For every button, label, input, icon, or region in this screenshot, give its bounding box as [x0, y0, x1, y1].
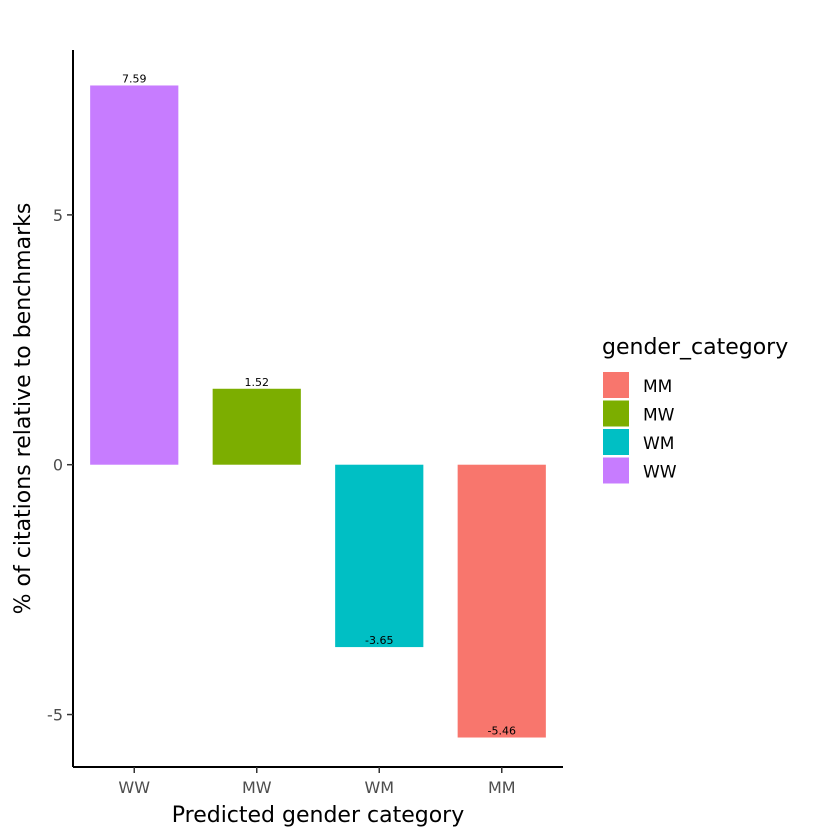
- x-tick-label-mw: MW: [242, 778, 272, 797]
- data-labels-group: 7.59 1.52 -3.65 -5.46: [122, 72, 516, 737]
- data-label-mm: -5.46: [488, 725, 516, 738]
- bar-wm: [335, 464, 424, 648]
- legend-label-mw: MW: [643, 406, 675, 426]
- data-label-mw: 1.52: [245, 376, 270, 389]
- y-axis-title: % of citations relative to benchmarks: [11, 203, 36, 615]
- legend-title: gender_category: [602, 335, 788, 360]
- legend: gender_category MM MW WM WW: [602, 335, 788, 484]
- y-tick-label: -5: [47, 706, 63, 725]
- bar-mw: [212, 388, 301, 465]
- legend-label-wm: WM: [643, 434, 674, 454]
- x-axis-title: Predicted gender category: [172, 803, 464, 828]
- legend-label-mm: MM: [643, 377, 672, 397]
- y-axis-ticks: -5 0 5: [47, 206, 73, 725]
- bars-group: [90, 85, 546, 738]
- x-axis-ticks: WW MW WM MM: [118, 767, 516, 797]
- x-tick-label-wm: WM: [364, 778, 394, 797]
- x-tick-label-ww: WW: [118, 778, 150, 797]
- legend-swatch-mm: [603, 372, 629, 398]
- legend-swatch-ww: [603, 457, 629, 484]
- y-tick-label: 5: [53, 206, 63, 225]
- data-label-wm: -3.65: [365, 634, 393, 647]
- legend-swatch-wm: [603, 429, 629, 455]
- legend-swatch-mw: [603, 400, 629, 427]
- bar-mm: [457, 464, 546, 738]
- x-tick-label-mm: MM: [488, 778, 516, 797]
- legend-label-ww: WW: [643, 463, 677, 483]
- bar-ww: [90, 85, 179, 465]
- y-tick-label: 0: [53, 456, 63, 475]
- data-label-ww: 7.59: [122, 72, 147, 85]
